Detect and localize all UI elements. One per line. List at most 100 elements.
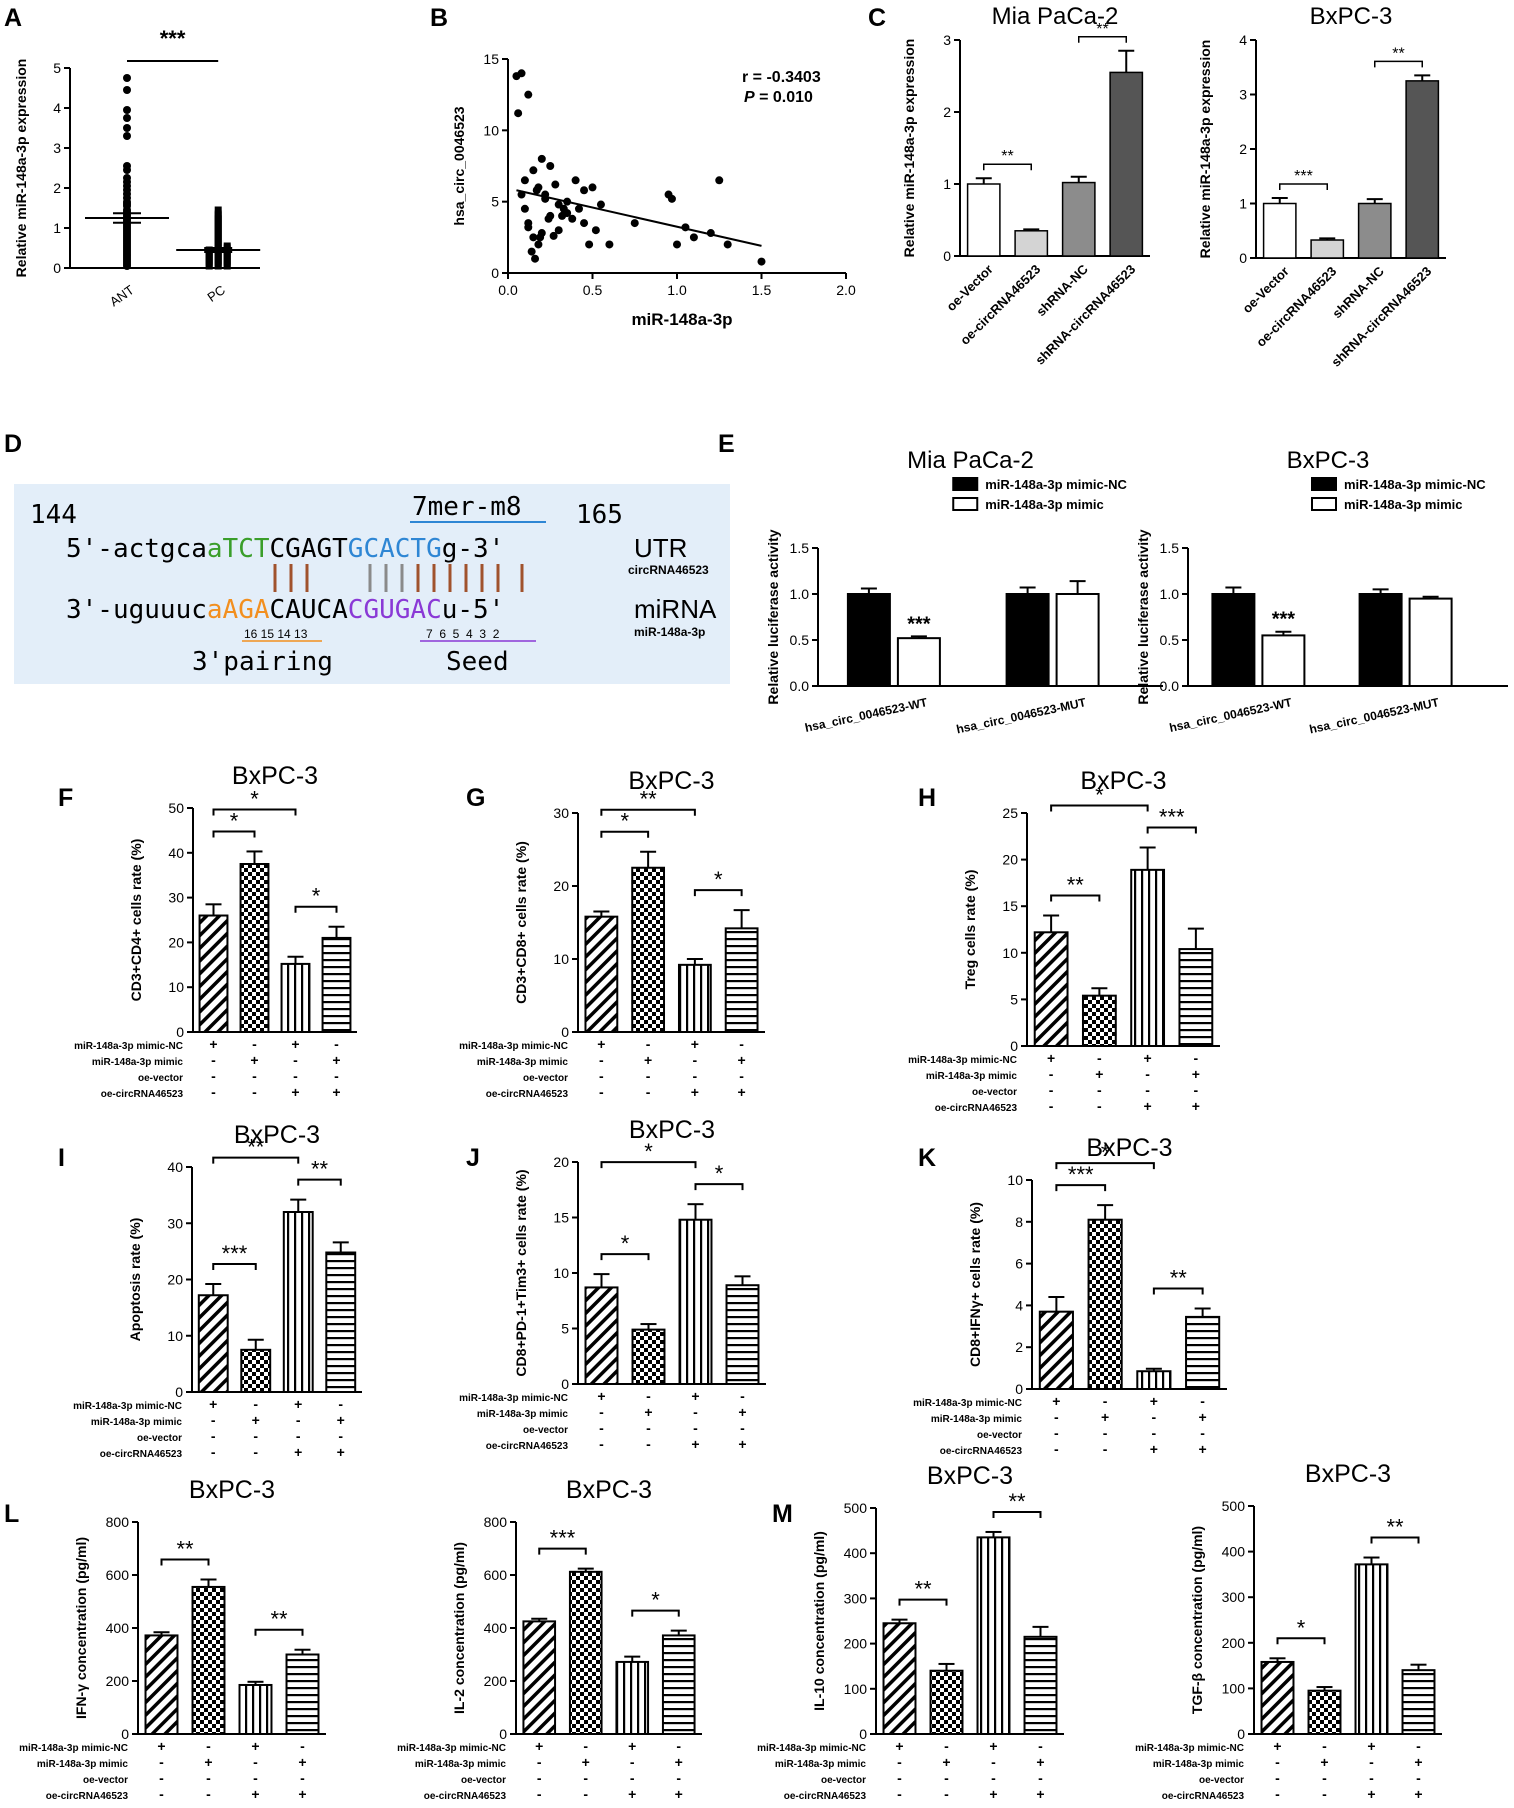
bar [1038, 1310, 1074, 1391]
sig-label: * [1297, 1615, 1306, 1640]
bar [631, 1328, 666, 1385]
x-tick-label: oe-circRNA46523 [957, 262, 1043, 348]
data-point [673, 240, 681, 249]
data-point [588, 183, 597, 192]
sig-bracket [983, 163, 1032, 171]
data-point [527, 247, 536, 256]
x-tick-label: 1.0 [667, 282, 687, 298]
treatment-sign: - [1200, 1393, 1205, 1409]
y-axis-label: CD8+IFNγ+ cells rate (%) [967, 1202, 983, 1367]
x-tick-label: hsa_circ_0046523-MUT [955, 695, 1088, 736]
pairing-numbers: 16 15 14 13 [244, 627, 308, 641]
bar [1005, 593, 1050, 687]
treatment-sign: + [628, 1786, 636, 1802]
treatment-sign: + [1036, 1754, 1044, 1770]
chart-e1: 0.0 0.5 1.0 1.5 Relative luciferase activity… [765, 447, 1163, 736]
treatment-sign: - [991, 1754, 996, 1770]
panel-letter-j: J [466, 1144, 480, 1172]
data-point [214, 206, 222, 214]
data-point [554, 226, 563, 235]
panel-letter-g: G [466, 784, 485, 812]
treatment-sign: - [1097, 1082, 1102, 1098]
y-axis-label: CD8+PD-1+Tim3+ cells rate (%) [513, 1169, 529, 1376]
y-tick-label: 4 [53, 100, 61, 116]
y-axis-label: Apoptosis rate (%) [127, 1218, 143, 1342]
treatment-row-label: miR-148a-3p mimic-NC [73, 1401, 182, 1412]
bar [1109, 71, 1144, 257]
treatment-sign: - [897, 1770, 902, 1786]
treatment-sign: - [1275, 1786, 1280, 1802]
chart-title: BxPC-3 [1305, 1460, 1391, 1488]
treatment-sign: - [1038, 1738, 1043, 1754]
treatment-sign: - [293, 1052, 298, 1068]
data-point [574, 204, 583, 213]
bar [1081, 994, 1117, 1047]
x-tick-label: PC [205, 282, 228, 305]
y-tick-label: 0.5 [790, 632, 810, 648]
y-tick-label: 50 [168, 800, 184, 816]
sig-label: *** [907, 613, 931, 635]
y-tick-label: 15 [483, 51, 499, 67]
y-tick-label: 20 [167, 1272, 183, 1288]
treatment-sign: + [337, 1412, 345, 1428]
treatment-sign: + [535, 1738, 543, 1754]
treatment-sign: - [1145, 1082, 1150, 1098]
y-tick-label: 200 [484, 1673, 508, 1689]
bar [285, 1653, 320, 1735]
circ-name-label: circRNA46523 [628, 563, 709, 577]
bar [1033, 931, 1069, 1048]
bar [1023, 1635, 1058, 1735]
sig-bracket [254, 1628, 304, 1636]
treatment-sign: - [599, 1404, 604, 1420]
y-tick-label: 0 [943, 248, 951, 264]
sig-bracket [1276, 1637, 1326, 1645]
bar [584, 915, 619, 1033]
legend-label: miR-148a-3p mimic [1344, 497, 1463, 512]
bar [321, 936, 352, 1033]
y-tick-label: 30 [168, 890, 184, 906]
sig-label: ** [1001, 148, 1013, 165]
x-tick-label: 0.5 [583, 282, 603, 298]
y-tick-label: 15 [553, 1210, 569, 1226]
treatment-sign: + [1101, 1409, 1109, 1425]
treatment-sign: + [989, 1738, 997, 1754]
sig-bracket [1152, 1287, 1204, 1295]
bar [678, 1218, 713, 1385]
y-tick-label: 0 [175, 1384, 183, 1400]
data-point [723, 240, 732, 249]
chart-m2: 0 100 200 300 400 500 TGF-β concentration (pg/… [1135, 1460, 1442, 1802]
sig-label: ** [1392, 45, 1404, 62]
y-axis-label: IFN-γ concentration (pg/ml) [73, 1537, 89, 1719]
y-tick-label: 1.5 [790, 540, 810, 556]
y-tick-label: 400 [484, 1620, 508, 1636]
treatment-sign: - [583, 1770, 588, 1786]
treatment-row-label: miR-148a-3p mimic [775, 1759, 867, 1770]
data-point [123, 166, 131, 174]
sig-label: *** [222, 1241, 248, 1266]
y-tick-label: 15 [1002, 898, 1018, 914]
y-tick-label: 2 [1015, 1339, 1023, 1355]
y-tick-label: 0 [1015, 1381, 1023, 1397]
y-tick-label: 0 [859, 1726, 867, 1742]
legend-label: miR-148a-3p mimic [985, 497, 1104, 512]
treatment-sign: - [646, 1084, 651, 1100]
p-symbol: P [744, 89, 755, 106]
bar [238, 1683, 273, 1735]
treatment-sign: + [1367, 1786, 1375, 1802]
y-tick-label: 500 [844, 1500, 868, 1516]
data-point [667, 194, 676, 203]
y-tick-label: 2 [1239, 141, 1247, 157]
treatment-sign: - [1152, 1425, 1157, 1441]
treatment-sign: - [1054, 1425, 1059, 1441]
bar [882, 1622, 917, 1736]
treatment-row-label: miR-148a-3p mimic-NC [19, 1743, 128, 1754]
treatment-sign: - [293, 1068, 298, 1084]
y-tick-label: 1.0 [1160, 586, 1180, 602]
treatment-sign: - [646, 1436, 651, 1452]
seed-numbers: 7 6 5 4 3 2 [426, 627, 500, 641]
treatment-sign: - [211, 1068, 216, 1084]
treatment-sign: - [897, 1754, 902, 1770]
data-point [757, 257, 766, 266]
